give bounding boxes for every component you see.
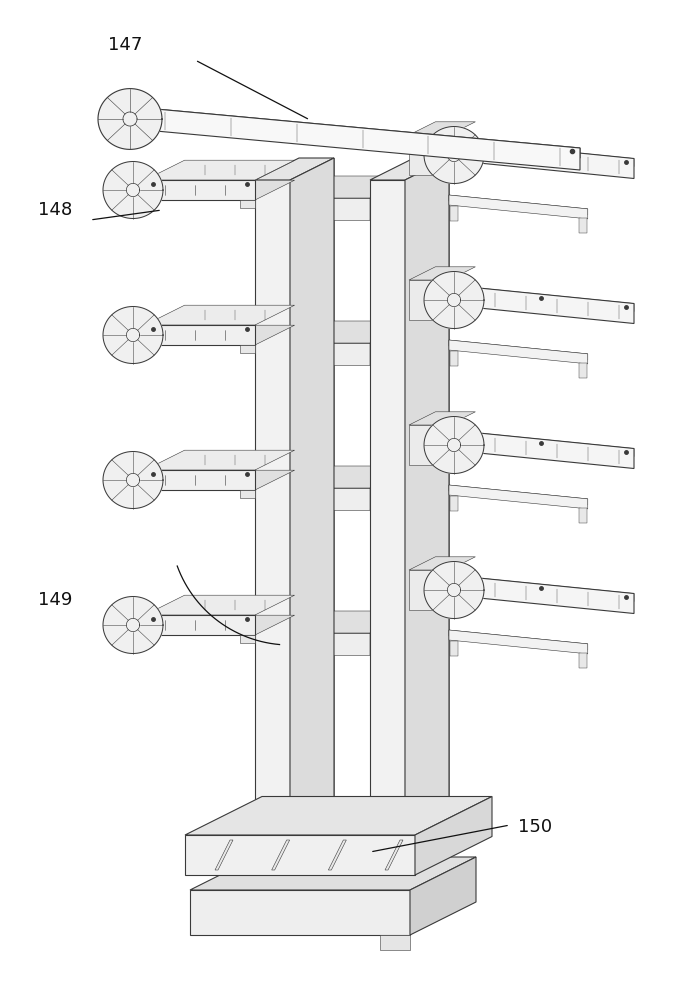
Polygon shape (290, 176, 414, 198)
Polygon shape (103, 597, 163, 653)
Polygon shape (103, 162, 163, 218)
Polygon shape (450, 641, 458, 656)
Text: 149: 149 (38, 591, 73, 609)
Polygon shape (145, 325, 255, 345)
Polygon shape (415, 796, 492, 875)
Polygon shape (290, 321, 414, 343)
Polygon shape (449, 285, 634, 312)
Polygon shape (145, 108, 580, 158)
Polygon shape (215, 840, 233, 870)
Polygon shape (449, 575, 634, 613)
Polygon shape (370, 611, 414, 655)
Polygon shape (409, 267, 475, 280)
Polygon shape (334, 466, 414, 488)
Polygon shape (449, 485, 588, 509)
Polygon shape (449, 485, 588, 505)
Polygon shape (145, 305, 295, 325)
Text: 147: 147 (108, 36, 143, 54)
Polygon shape (334, 321, 414, 343)
Polygon shape (145, 615, 255, 635)
Polygon shape (424, 272, 484, 328)
Polygon shape (103, 307, 163, 363)
Polygon shape (409, 570, 449, 610)
Polygon shape (290, 158, 334, 835)
Polygon shape (328, 840, 347, 870)
Polygon shape (145, 470, 295, 490)
Polygon shape (410, 857, 476, 935)
Polygon shape (190, 890, 410, 935)
Polygon shape (370, 466, 414, 510)
Polygon shape (409, 122, 475, 135)
Polygon shape (98, 89, 162, 149)
Polygon shape (424, 417, 484, 473)
Polygon shape (290, 466, 414, 488)
Polygon shape (255, 158, 334, 180)
Polygon shape (370, 180, 405, 835)
Polygon shape (414, 158, 449, 813)
Polygon shape (290, 633, 370, 655)
Polygon shape (299, 158, 334, 813)
Polygon shape (334, 611, 414, 633)
Polygon shape (409, 557, 475, 570)
Polygon shape (579, 508, 587, 523)
Polygon shape (290, 611, 414, 633)
Polygon shape (145, 450, 295, 470)
Polygon shape (409, 425, 449, 465)
Polygon shape (290, 343, 370, 365)
Polygon shape (579, 653, 587, 668)
Polygon shape (272, 840, 289, 870)
Polygon shape (145, 108, 580, 170)
Polygon shape (145, 180, 255, 200)
Polygon shape (450, 495, 458, 510)
Polygon shape (380, 935, 410, 950)
Polygon shape (240, 345, 255, 353)
Polygon shape (145, 595, 295, 615)
Polygon shape (449, 575, 634, 601)
Polygon shape (449, 140, 634, 178)
Polygon shape (103, 452, 163, 508)
Polygon shape (579, 363, 587, 378)
Polygon shape (385, 840, 403, 870)
Polygon shape (449, 630, 588, 654)
Polygon shape (145, 470, 255, 490)
Polygon shape (449, 140, 634, 166)
Polygon shape (145, 615, 295, 635)
Polygon shape (424, 562, 484, 618)
Text: 150: 150 (518, 818, 552, 836)
Polygon shape (449, 285, 634, 324)
Polygon shape (240, 200, 255, 208)
Polygon shape (240, 635, 255, 643)
Polygon shape (145, 160, 295, 180)
Polygon shape (409, 280, 449, 320)
Polygon shape (409, 412, 475, 425)
Polygon shape (290, 198, 370, 220)
Polygon shape (449, 430, 634, 468)
Text: 148: 148 (38, 201, 72, 219)
Polygon shape (370, 321, 414, 365)
Polygon shape (370, 158, 449, 180)
Polygon shape (449, 340, 588, 364)
Polygon shape (185, 796, 492, 835)
Polygon shape (449, 195, 588, 215)
Polygon shape (450, 351, 458, 365)
Polygon shape (145, 325, 295, 345)
Polygon shape (409, 135, 449, 175)
Polygon shape (145, 180, 295, 200)
Polygon shape (449, 630, 588, 650)
Polygon shape (449, 195, 588, 219)
Polygon shape (449, 340, 588, 360)
Polygon shape (370, 176, 414, 220)
Polygon shape (424, 127, 484, 183)
Polygon shape (579, 218, 587, 233)
Polygon shape (190, 857, 476, 890)
Polygon shape (334, 176, 414, 198)
Polygon shape (240, 490, 255, 498)
Polygon shape (255, 180, 290, 835)
Polygon shape (405, 158, 449, 835)
Polygon shape (290, 488, 370, 510)
Polygon shape (450, 206, 458, 221)
Polygon shape (185, 835, 415, 875)
Polygon shape (449, 430, 634, 456)
